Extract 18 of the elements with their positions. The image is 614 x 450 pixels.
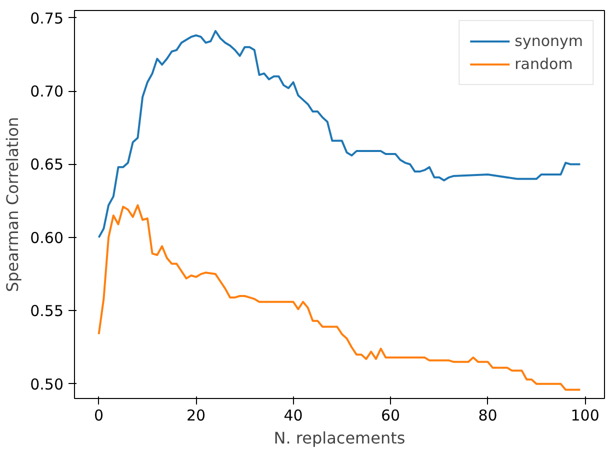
x-tick-label: 40 (284, 406, 303, 424)
y-tick-label: 0.55 (30, 302, 64, 320)
x-tick-label: 20 (186, 406, 206, 424)
x-axis-title: N. replacements (274, 428, 406, 448)
y-tick-label: 0.70 (30, 82, 64, 101)
y-axis-title: Spearman Correlation (3, 116, 22, 292)
y-tick-label: 0.60 (30, 228, 64, 247)
x-tick-label: 60 (381, 406, 400, 424)
legend-label: random (514, 55, 573, 73)
y-tick-label: 0.65 (30, 156, 64, 174)
x-tick-label: 80 (478, 406, 498, 424)
line-series (98, 204, 582, 391)
line-series (98, 30, 582, 238)
legend-label: synonym (514, 32, 583, 50)
y-tick-label: 0.50 (30, 375, 64, 394)
y-tick-label: 0.75 (30, 9, 64, 28)
x-tick-label: 0 (94, 406, 104, 424)
x-tick-label: 100 (570, 406, 600, 424)
